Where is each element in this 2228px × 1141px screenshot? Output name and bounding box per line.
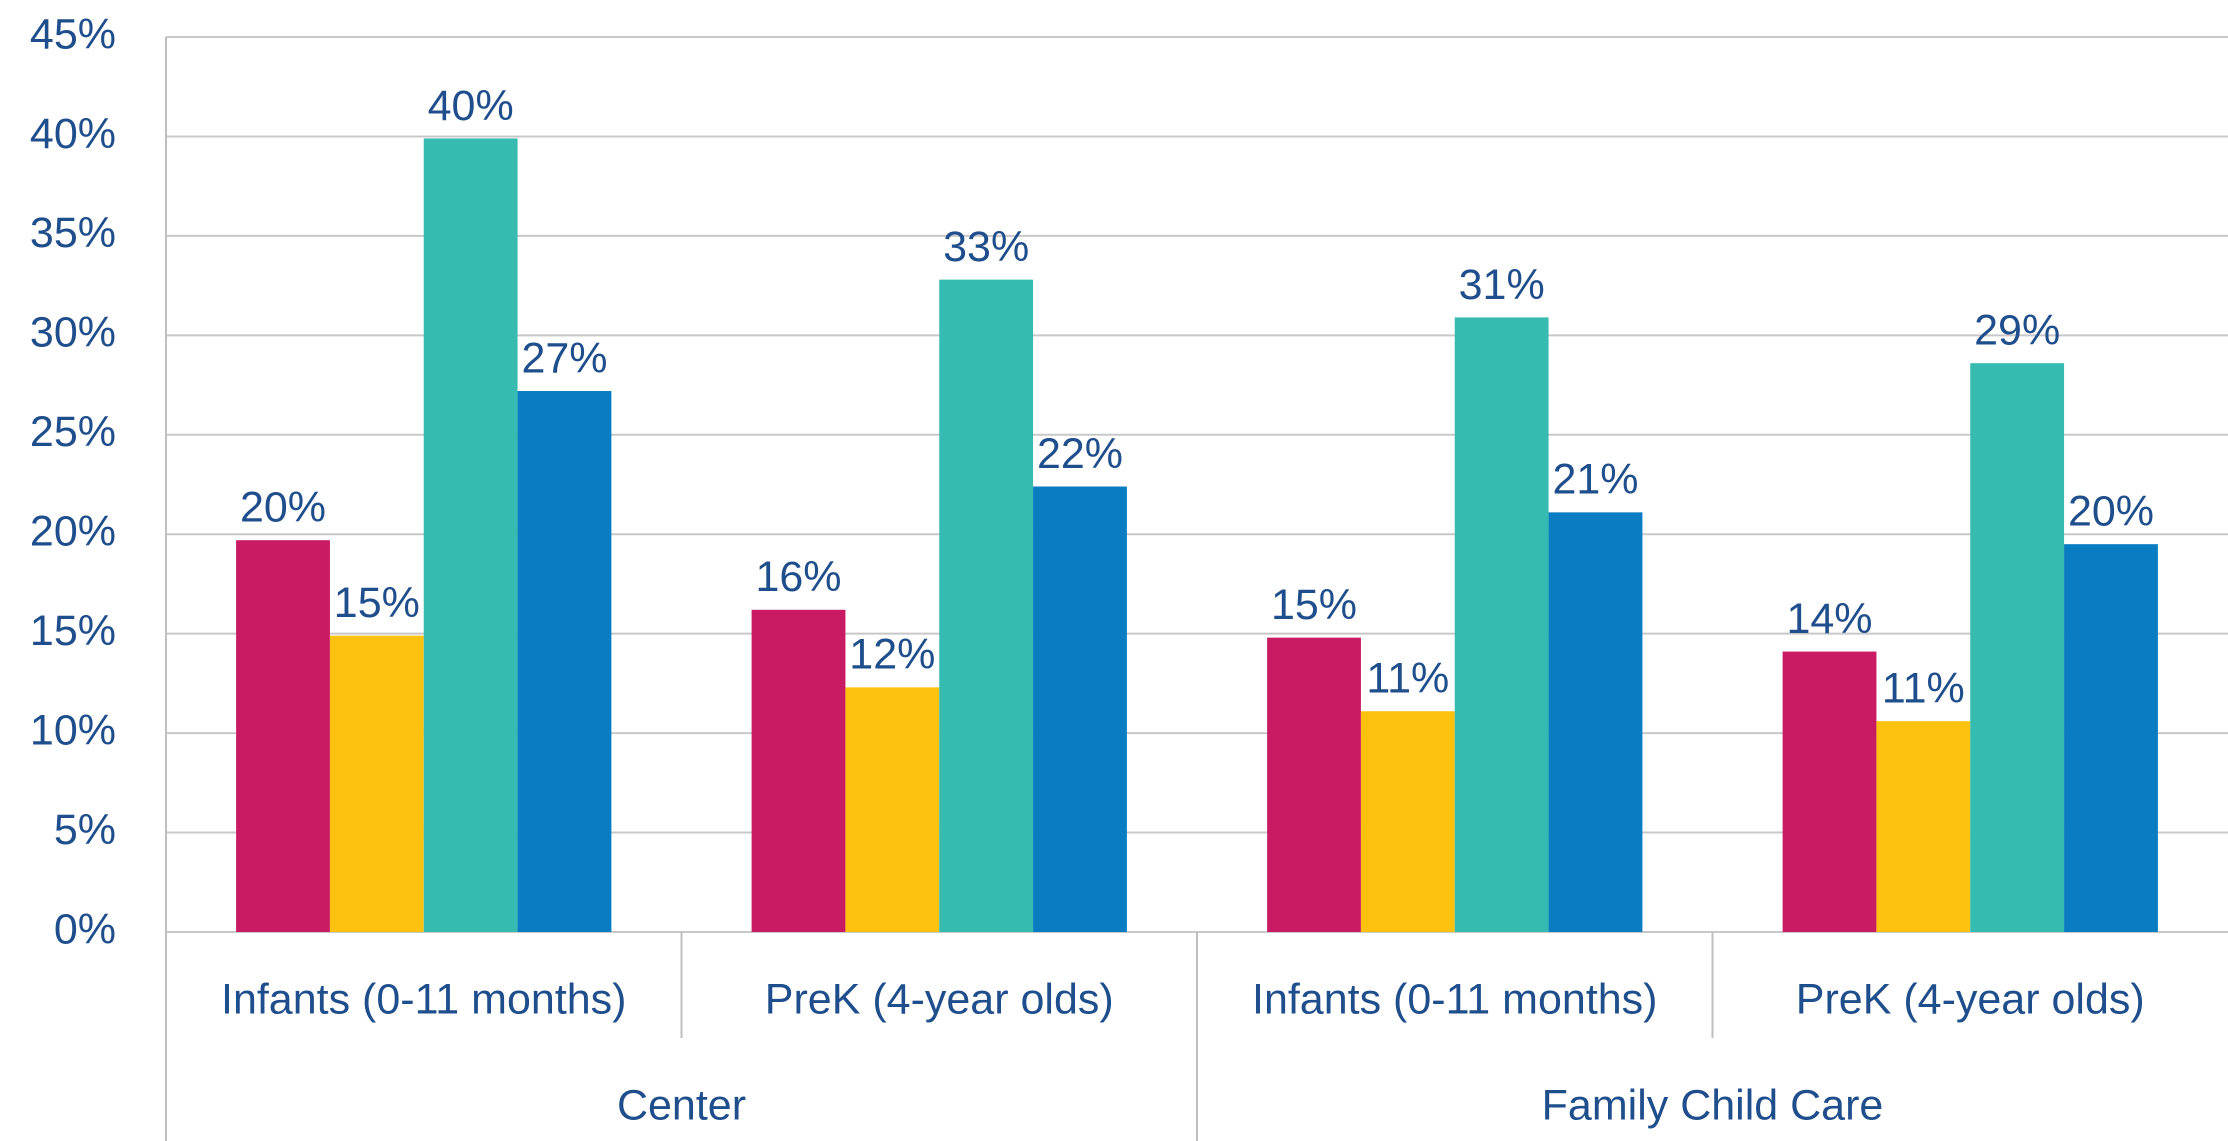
value-label: 27% [521,334,607,382]
value-label: 14% [1786,595,1872,643]
y-tick-label: 45% [30,10,116,58]
bar [939,279,1034,933]
value-label: 15% [1271,581,1357,629]
value-label: 15% [334,579,420,627]
value-label: 40% [428,82,514,130]
value-label: 20% [240,484,326,532]
bar [1360,711,1455,932]
x-tick-label: Infants (0-11 months) [1252,975,1658,1023]
y-tick-label: 20% [30,508,116,556]
y-tick-label: 5% [54,806,116,854]
y-tick-label: 25% [30,408,116,456]
bar [1970,363,2065,933]
y-tick-label: 10% [30,706,116,754]
group-label: Family Child Care [1542,1081,1884,1129]
bar [1454,317,1549,932]
bar [1033,486,1127,932]
bar [751,609,846,932]
bar [1548,512,1643,932]
value-label: 21% [1552,456,1638,504]
value-label: 33% [943,223,1029,271]
value-label: 11% [1366,655,1449,703]
y-tick-label: 0% [54,905,116,953]
value-label: 31% [1459,261,1545,309]
value-label: 11% [1882,665,1965,713]
bar [845,687,940,932]
bar [1267,637,1361,932]
value-label: 20% [2068,488,2154,536]
bar [423,138,518,932]
bar [2064,544,2158,932]
bar [1876,721,1971,932]
x-tick-label: PreK (4-year olds) [765,975,1114,1023]
value-label: 12% [849,631,935,679]
x-tick-label: Infants (0-11 months) [221,975,627,1023]
bar [236,540,330,932]
bar [1782,651,1877,932]
group-label: Center [617,1081,746,1129]
y-tick-label: 30% [30,309,116,357]
value-label: 22% [1037,430,1123,478]
value-label: 29% [1974,307,2060,355]
y-tick-label: 35% [30,209,116,257]
bar [329,635,424,932]
x-tick-label: PreK (4-year olds) [1796,975,2145,1023]
y-tick-label: 40% [30,110,116,158]
value-label: 16% [755,553,841,601]
bar [517,391,612,932]
y-tick-label: 15% [30,607,116,655]
